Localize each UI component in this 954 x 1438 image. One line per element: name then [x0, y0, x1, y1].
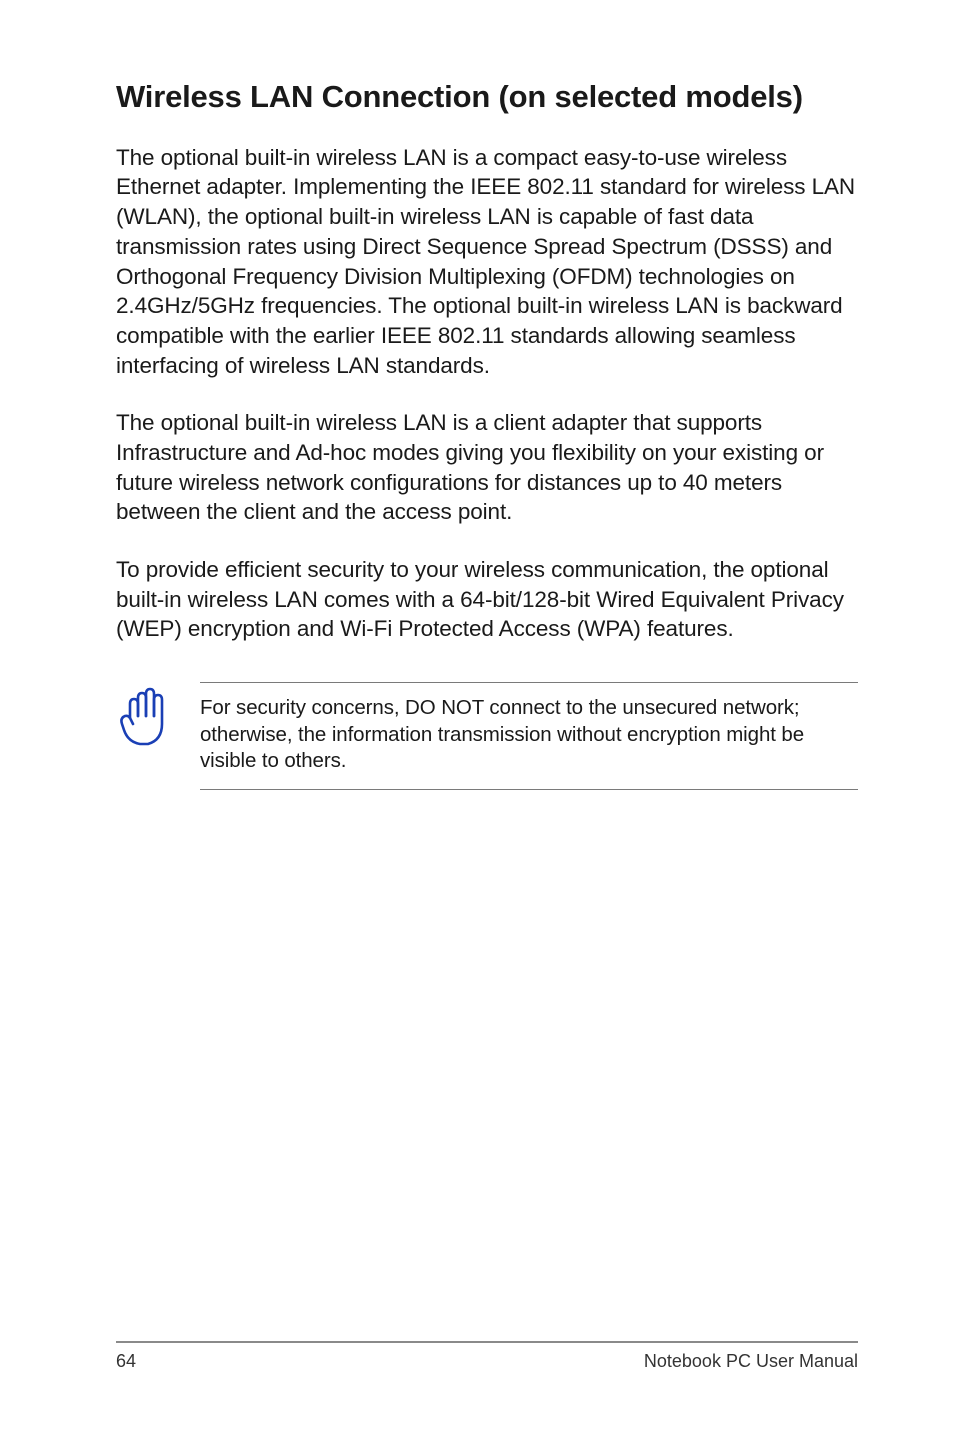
note-text: For security concerns, DO NOT connect to… [200, 693, 858, 779]
body-paragraph-3: To provide efficient security to your wi… [116, 555, 858, 644]
footer-rule [116, 1341, 858, 1343]
footer-row: 64 Notebook PC User Manual [116, 1351, 858, 1372]
note-rule-top [200, 682, 858, 683]
body-paragraph-2: The optional built-in wireless LAN is a … [116, 408, 858, 527]
page: Wireless LAN Connection (on selected mod… [0, 0, 954, 1438]
body-paragraph-1: The optional built-in wireless LAN is a … [116, 143, 858, 381]
hand-stop-icon [116, 672, 172, 750]
note-rule-bottom [200, 789, 858, 790]
page-number: 64 [116, 1351, 136, 1372]
doc-title: Notebook PC User Manual [644, 1351, 858, 1372]
page-footer: 64 Notebook PC User Manual [116, 1341, 858, 1372]
section-heading: Wireless LAN Connection (on selected mod… [116, 78, 858, 117]
note-body: For security concerns, DO NOT connect to… [200, 672, 858, 800]
note-block: For security concerns, DO NOT connect to… [116, 672, 858, 800]
